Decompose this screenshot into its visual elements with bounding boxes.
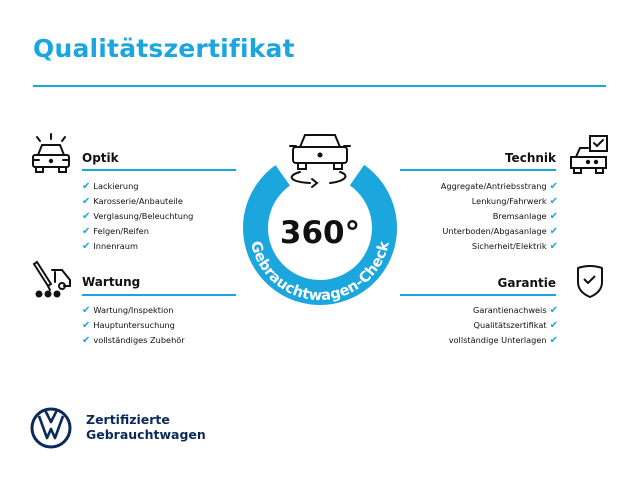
check-icon: ✔	[82, 320, 91, 331]
check-icon: ✔	[82, 305, 91, 316]
optik-divider	[82, 169, 236, 171]
service-tools-icon	[32, 260, 71, 298]
car-lights-icon	[32, 133, 70, 173]
check-icon: ✔	[549, 320, 558, 331]
shield-check-icon	[577, 265, 603, 298]
garantie-heading: Garantie	[497, 276, 557, 290]
check-icon: ✔	[549, 335, 558, 346]
check-icon: ✔	[82, 196, 91, 207]
check-icon: ✔	[549, 226, 558, 237]
list-item: ✔ Innenraum	[82, 241, 138, 252]
check-icon: ✔	[549, 305, 558, 316]
360-label: 360°	[280, 215, 360, 251]
list-item: Lenkung/Fahrwerk ✔	[471, 196, 558, 207]
list-item: Aggregate/Antriebsstrang ✔	[440, 181, 558, 192]
check-icon: ✔	[82, 335, 91, 346]
page-title: Qualitätszertifikat	[33, 34, 295, 63]
technik-heading: Technik	[504, 151, 556, 165]
list-item: ✔ Karosserie/Anbauteile	[82, 196, 183, 207]
check-icon: ✔	[82, 211, 91, 222]
list-item: ✔ Hauptuntersuchung	[82, 320, 175, 331]
brand-line-1: Zertifizierte	[86, 412, 170, 427]
technik-list: Aggregate/Antriebsstrang ✔ Lenkung/Fahrwe…	[441, 179, 558, 254]
check-icon: ✔	[549, 196, 558, 207]
car-checkbox-icon	[570, 135, 608, 174]
brand-text: Zertifizierte Gebrauchtwagen	[86, 412, 206, 442]
list-item: Sicherheit/Elektrik ✔	[471, 241, 558, 252]
check-icon: ✔	[549, 181, 558, 192]
check-icon: ✔	[82, 241, 91, 252]
wartung-heading: Wartung	[82, 275, 141, 289]
list-item: ✔ Felgen/Reifen	[82, 226, 149, 237]
car-rotate-icon	[289, 134, 351, 188]
wartung-list: ✔ Wartung/Inspektion ✔ Hauptuntersuchung ✔…	[82, 303, 185, 348]
vw-logo	[30, 407, 72, 449]
list-item: ✔ Wartung/Inspektion	[82, 305, 174, 316]
list-item: Garantienachweis ✔	[472, 305, 558, 316]
list-item: ✔ vollständiges Zubehör	[82, 335, 185, 346]
brand-line-2: Gebrauchtwagen	[86, 427, 206, 442]
check-icon: ✔	[82, 226, 91, 237]
list-item: Bremsanlage ✔	[492, 211, 558, 222]
wartung-divider	[82, 294, 236, 296]
list-item: vollständige Unterlagen ✔	[448, 335, 558, 346]
optik-heading: Optik	[82, 151, 119, 165]
garantie-divider	[400, 294, 556, 296]
list-item: ✔ Lackierung	[82, 181, 139, 192]
optik-list: ✔ Lackierung ✔ Karosserie/Anbauteile ✔ Verg…	[82, 179, 193, 254]
check-icon: ✔	[549, 211, 558, 222]
technik-divider	[400, 169, 556, 171]
check-icon: ✔	[549, 241, 558, 252]
title-divider	[33, 85, 606, 87]
garantie-list: Garantienachweis ✔ Qualitätszertifikat ✔ v…	[449, 303, 558, 348]
list-item: Unterboden/Abgasanlage ✔	[442, 226, 558, 237]
check-icon: ✔	[82, 181, 91, 192]
list-item: ✔ Verglasung/Beleuchtung	[82, 211, 194, 222]
list-item: Qualitätszertifikat ✔	[473, 320, 558, 331]
